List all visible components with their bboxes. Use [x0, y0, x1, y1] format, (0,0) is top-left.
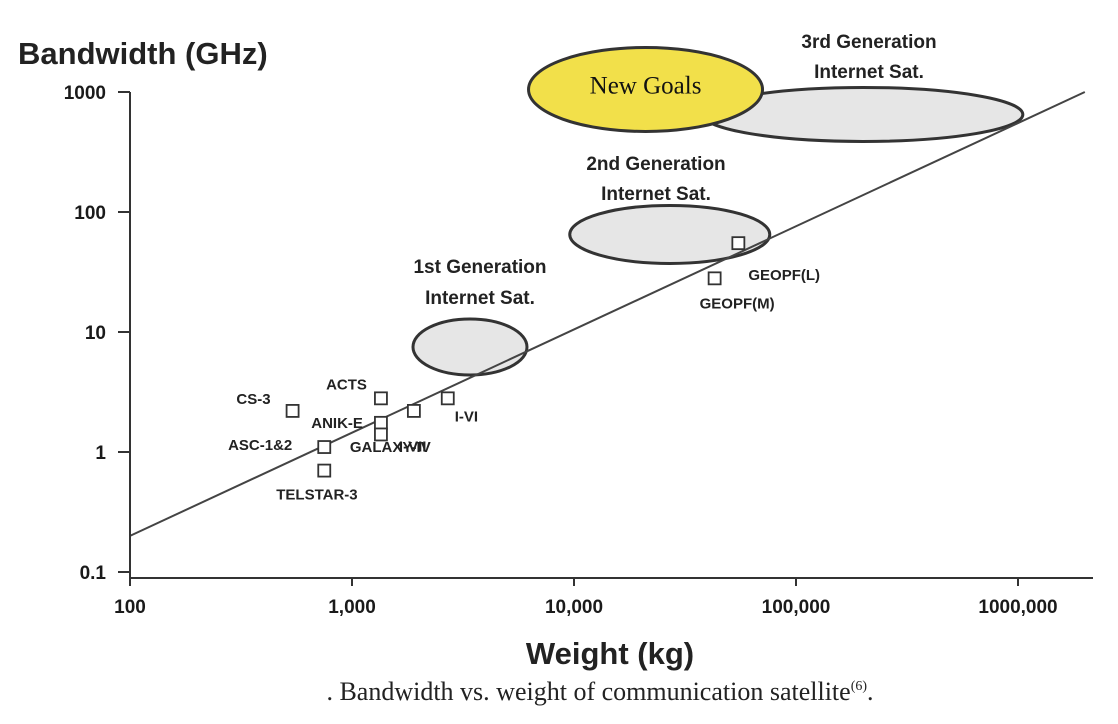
region-ellipse [568, 203, 772, 265]
data-point [406, 404, 421, 418]
y-tick-label: 1 [95, 443, 106, 464]
point-label: I-VII [399, 438, 427, 455]
region-label: 3rd Generation [801, 32, 936, 53]
point-label: TELSTAR-3 [276, 487, 357, 504]
point-label: ASC-1&2 [228, 437, 292, 454]
x-tick-label: 100,000 [762, 597, 831, 618]
x-axis-title: Weight (kg) [526, 636, 694, 671]
regions-layer [411, 45, 1025, 377]
data-point [317, 440, 332, 454]
point-label: GEOPF(L) [748, 267, 820, 284]
data-point [374, 427, 388, 442]
data-point [317, 463, 332, 478]
caption-end: . [867, 677, 874, 706]
region-label: New Goals [590, 72, 702, 99]
data-point [440, 391, 455, 406]
point-label: GEOPF(M) [700, 295, 775, 312]
data-point [707, 271, 722, 286]
caption: . Bandwidth vs. weight of communication … [326, 677, 873, 706]
region-label: 2nd Generation [586, 154, 725, 175]
region-label: 1st Generation [413, 257, 546, 278]
x-tick-label: 100 [114, 597, 146, 618]
y-tick-label: 10 [85, 323, 106, 344]
y-tick-label: 0.1 [80, 563, 107, 584]
y-tick-label: 100 [74, 203, 106, 224]
region-label: Internet Sat. [425, 288, 535, 309]
data-point [374, 415, 388, 430]
region-ellipse [527, 45, 765, 133]
region-label: Internet Sat. [814, 62, 924, 83]
y-axis-title: Bandwidth (GHz) [18, 36, 268, 71]
x-tick-label: 10,000 [545, 597, 603, 618]
caption-ref: (6) [851, 679, 868, 694]
point-label: I-VI [455, 408, 478, 425]
axes: 0.1 1 10 100 1000 100 1,000 10,000 100,000 1000,0… [64, 83, 1093, 618]
x-tick-label: 1000,000 [978, 597, 1057, 618]
data-point [374, 391, 388, 406]
point-label: ACTS [326, 376, 367, 393]
point-label: CS-3 [236, 391, 270, 408]
caption-text: . Bandwidth vs. weight of communication … [326, 677, 850, 706]
y-tick-label: 1000 [64, 83, 106, 104]
points-layer [285, 236, 746, 478]
point-label: ANIK-E [311, 415, 363, 432]
point-label: GALAXY-IV [350, 439, 431, 456]
region-label: Internet Sat. [601, 184, 711, 205]
trend-line [129, 91, 1086, 537]
labels-layer: 1st Generation Internet Sat. 2nd Generatio… [228, 32, 937, 504]
region-ellipse [411, 317, 529, 377]
x-tick-label: 1,000 [328, 597, 376, 618]
data-point [285, 404, 300, 418]
data-point [731, 236, 746, 251]
